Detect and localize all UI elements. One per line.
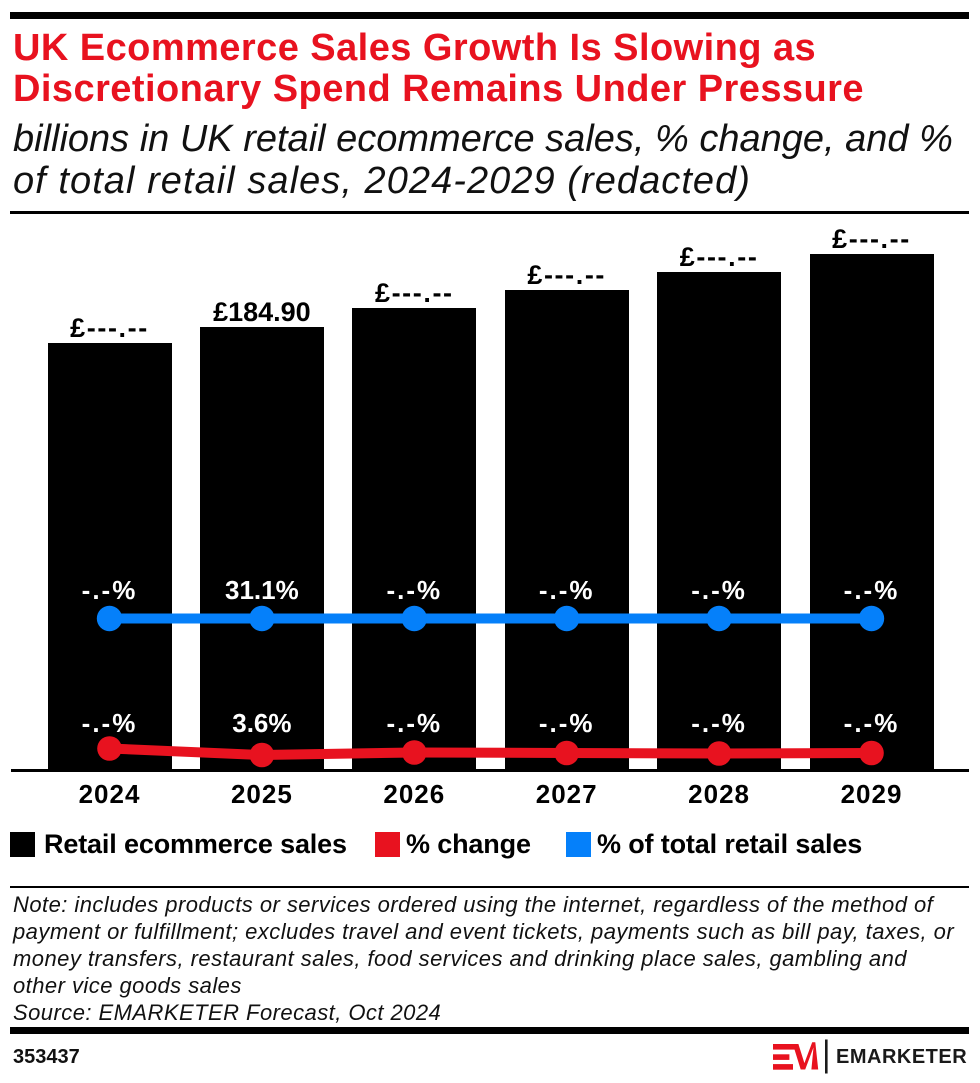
svg-text:EMARKETER: EMARKETER <box>836 1046 967 1068</box>
